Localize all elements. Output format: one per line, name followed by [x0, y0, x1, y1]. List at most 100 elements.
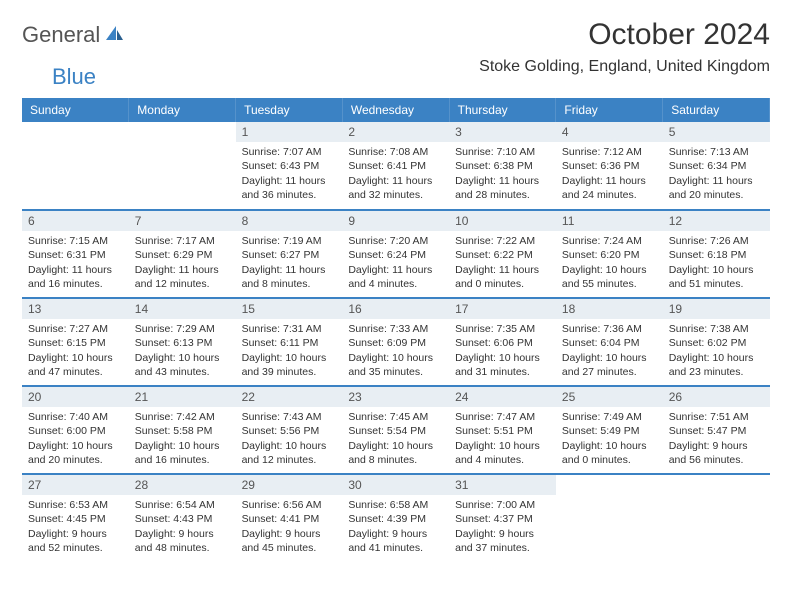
sunset-text: Sunset: 4:45 PM [28, 512, 123, 526]
daylight-text: Daylight: 10 hours and 51 minutes. [669, 263, 764, 291]
calendar-cell: 24Sunrise: 7:47 AMSunset: 5:51 PMDayligh… [449, 386, 556, 474]
sunset-text: Sunset: 6:29 PM [135, 248, 230, 262]
calendar-cell: 8Sunrise: 7:19 AMSunset: 6:27 PMDaylight… [236, 210, 343, 298]
calendar-cell: 1Sunrise: 7:07 AMSunset: 6:43 PMDaylight… [236, 122, 343, 210]
calendar-cell: 28Sunrise: 6:54 AMSunset: 4:43 PMDayligh… [129, 474, 236, 562]
daylight-text: Daylight: 9 hours and 45 minutes. [242, 527, 337, 555]
logo: General [22, 18, 126, 48]
sunrise-text: Sunrise: 7:36 AM [562, 322, 657, 336]
sunrise-text: Sunrise: 7:29 AM [135, 322, 230, 336]
sunrise-text: Sunrise: 7:15 AM [28, 234, 123, 248]
day-header: Tuesday [236, 98, 343, 122]
calendar-cell: 16Sunrise: 7:33 AMSunset: 6:09 PMDayligh… [342, 298, 449, 386]
calendar-cell: 29Sunrise: 6:56 AMSunset: 4:41 PMDayligh… [236, 474, 343, 562]
day-body: Sunrise: 7:42 AMSunset: 5:58 PMDaylight:… [129, 407, 236, 471]
day-number: 28 [129, 475, 236, 495]
sunset-text: Sunset: 6:09 PM [348, 336, 443, 350]
daylight-text: Daylight: 10 hours and 12 minutes. [242, 439, 337, 467]
calendar-cell: 13Sunrise: 7:27 AMSunset: 6:15 PMDayligh… [22, 298, 129, 386]
month-title: October 2024 [479, 18, 770, 52]
calendar-cell: 4Sunrise: 7:12 AMSunset: 6:36 PMDaylight… [556, 122, 663, 210]
day-number: 14 [129, 299, 236, 319]
daylight-text: Daylight: 10 hours and 47 minutes. [28, 351, 123, 379]
calendar-cell: 26Sunrise: 7:51 AMSunset: 5:47 PMDayligh… [663, 386, 770, 474]
day-number: 12 [663, 211, 770, 231]
sunset-text: Sunset: 6:24 PM [348, 248, 443, 262]
day-body: Sunrise: 6:58 AMSunset: 4:39 PMDaylight:… [342, 495, 449, 559]
sunrise-text: Sunrise: 7:42 AM [135, 410, 230, 424]
day-body: Sunrise: 7:07 AMSunset: 6:43 PMDaylight:… [236, 142, 343, 206]
day-body: Sunrise: 6:56 AMSunset: 4:41 PMDaylight:… [236, 495, 343, 559]
day-body: Sunrise: 7:26 AMSunset: 6:18 PMDaylight:… [663, 231, 770, 295]
day-number: 20 [22, 387, 129, 407]
day-header: Monday [129, 98, 236, 122]
day-number: 19 [663, 299, 770, 319]
logo-word2: Blue [22, 64, 96, 90]
day-number: 6 [22, 211, 129, 231]
sunrise-text: Sunrise: 7:13 AM [669, 145, 764, 159]
day-number: 29 [236, 475, 343, 495]
daylight-text: Daylight: 11 hours and 0 minutes. [455, 263, 550, 291]
daylight-text: Daylight: 9 hours and 41 minutes. [348, 527, 443, 555]
day-body: Sunrise: 7:22 AMSunset: 6:22 PMDaylight:… [449, 231, 556, 295]
day-body: Sunrise: 6:54 AMSunset: 4:43 PMDaylight:… [129, 495, 236, 559]
calendar-cell: 22Sunrise: 7:43 AMSunset: 5:56 PMDayligh… [236, 386, 343, 474]
sunset-text: Sunset: 4:37 PM [455, 512, 550, 526]
sunrise-text: Sunrise: 7:12 AM [562, 145, 657, 159]
daylight-text: Daylight: 9 hours and 48 minutes. [135, 527, 230, 555]
sunset-text: Sunset: 5:56 PM [242, 424, 337, 438]
day-number: 31 [449, 475, 556, 495]
calendar-week: 13Sunrise: 7:27 AMSunset: 6:15 PMDayligh… [22, 298, 770, 386]
day-body: Sunrise: 7:35 AMSunset: 6:06 PMDaylight:… [449, 319, 556, 383]
daylight-text: Daylight: 11 hours and 32 minutes. [348, 174, 443, 202]
day-number: 15 [236, 299, 343, 319]
calendar-cell: 3Sunrise: 7:10 AMSunset: 6:38 PMDaylight… [449, 122, 556, 210]
logo-sail-icon [104, 24, 124, 47]
sunset-text: Sunset: 6:15 PM [28, 336, 123, 350]
calendar-cell: 31Sunrise: 7:00 AMSunset: 4:37 PMDayligh… [449, 474, 556, 562]
day-number: 22 [236, 387, 343, 407]
calendar-cell: 5Sunrise: 7:13 AMSunset: 6:34 PMDaylight… [663, 122, 770, 210]
day-body: Sunrise: 7:20 AMSunset: 6:24 PMDaylight:… [342, 231, 449, 295]
day-body: Sunrise: 7:19 AMSunset: 6:27 PMDaylight:… [236, 231, 343, 295]
calendar-cell [22, 122, 129, 210]
daylight-text: Daylight: 9 hours and 56 minutes. [669, 439, 764, 467]
calendar-table: SundayMondayTuesdayWednesdayThursdayFrid… [22, 98, 770, 562]
calendar-week: 20Sunrise: 7:40 AMSunset: 6:00 PMDayligh… [22, 386, 770, 474]
daylight-text: Daylight: 11 hours and 20 minutes. [669, 174, 764, 202]
day-number: 9 [342, 211, 449, 231]
daylight-text: Daylight: 10 hours and 43 minutes. [135, 351, 230, 379]
day-body: Sunrise: 7:00 AMSunset: 4:37 PMDaylight:… [449, 495, 556, 559]
calendar-cell [556, 474, 663, 562]
day-body: Sunrise: 7:40 AMSunset: 6:00 PMDaylight:… [22, 407, 129, 471]
sunset-text: Sunset: 6:11 PM [242, 336, 337, 350]
sunset-text: Sunset: 6:27 PM [242, 248, 337, 262]
day-number: 18 [556, 299, 663, 319]
day-number: 24 [449, 387, 556, 407]
sunset-text: Sunset: 6:00 PM [28, 424, 123, 438]
daylight-text: Daylight: 11 hours and 16 minutes. [28, 263, 123, 291]
sunrise-text: Sunrise: 6:54 AM [135, 498, 230, 512]
day-number: 25 [556, 387, 663, 407]
sunset-text: Sunset: 5:47 PM [669, 424, 764, 438]
sunrise-text: Sunrise: 7:45 AM [348, 410, 443, 424]
day-number: 2 [342, 122, 449, 142]
daylight-text: Daylight: 10 hours and 23 minutes. [669, 351, 764, 379]
daylight-text: Daylight: 11 hours and 28 minutes. [455, 174, 550, 202]
sunset-text: Sunset: 5:49 PM [562, 424, 657, 438]
sunset-text: Sunset: 6:31 PM [28, 248, 123, 262]
sunset-text: Sunset: 6:38 PM [455, 159, 550, 173]
daylight-text: Daylight: 10 hours and 31 minutes. [455, 351, 550, 379]
sunrise-text: Sunrise: 7:26 AM [669, 234, 764, 248]
day-body: Sunrise: 7:29 AMSunset: 6:13 PMDaylight:… [129, 319, 236, 383]
day-header: Thursday [449, 98, 556, 122]
day-number: 10 [449, 211, 556, 231]
day-number: 17 [449, 299, 556, 319]
calendar-cell: 6 Sunrise: 7:15 AMSunset: 6:31 PMDaylight… [22, 210, 129, 298]
calendar-header: SundayMondayTuesdayWednesdayThursdayFrid… [22, 98, 770, 122]
day-number: 13 [22, 299, 129, 319]
day-body: Sunrise: 7:38 AMSunset: 6:02 PMDaylight:… [663, 319, 770, 383]
day-number: 16 [342, 299, 449, 319]
sunrise-text: Sunrise: 7:51 AM [669, 410, 764, 424]
daylight-text: Daylight: 11 hours and 12 minutes. [135, 263, 230, 291]
